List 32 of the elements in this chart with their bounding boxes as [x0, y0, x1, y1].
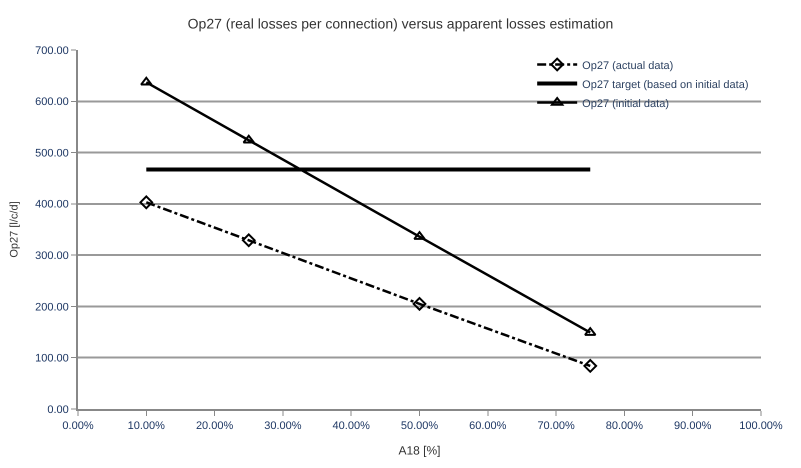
x-tick-label: 0.00% [62, 420, 94, 432]
point [242, 233, 256, 248]
chart-title: Op27 (real losses per connection) versus apparent losses estimation [188, 16, 614, 32]
y-tick-label: 100.00 [35, 352, 69, 365]
x-axis-title: A18 [%] [398, 444, 441, 458]
legend-label: Op27 (actual data) [582, 60, 674, 72]
x-tick-label: 20.00% [196, 420, 234, 432]
y-tick-label: 200.00 [35, 301, 69, 314]
y-tick-label: 300.00 [35, 250, 69, 262]
point [412, 297, 426, 311]
x-tick-label: 40.00% [332, 420, 370, 432]
y-tick-label: 700.00 [35, 44, 69, 57]
x-tick-label: 50.00% [400, 420, 438, 432]
y-axis-title: Op27 [l/c/d] [8, 201, 20, 258]
x-tick-label: 60.00% [469, 420, 507, 432]
point [242, 134, 255, 144]
x-tick-label: 70.00% [537, 420, 575, 432]
point [140, 76, 152, 86]
x-tick-label: 90.00% [674, 420, 712, 432]
legend-label: Op27 (initial data) [582, 98, 669, 110]
point [584, 327, 596, 336]
point [583, 359, 598, 373]
x-tick-label: 80.00% [606, 420, 644, 432]
legend-label: Op27 target (based on initial data) [582, 78, 748, 91]
y-tick-label: 600.00 [35, 96, 69, 108]
point [139, 195, 154, 210]
x-tick-label: 100.00% [739, 420, 783, 432]
x-tick-label: 10.00% [128, 420, 166, 432]
y-tick-label: 0.00 [47, 404, 69, 416]
y-tick-label: 400.00 [35, 198, 69, 211]
x-tick-label: 30.00% [264, 420, 302, 432]
y-tick-label: 500.00 [35, 147, 69, 160]
